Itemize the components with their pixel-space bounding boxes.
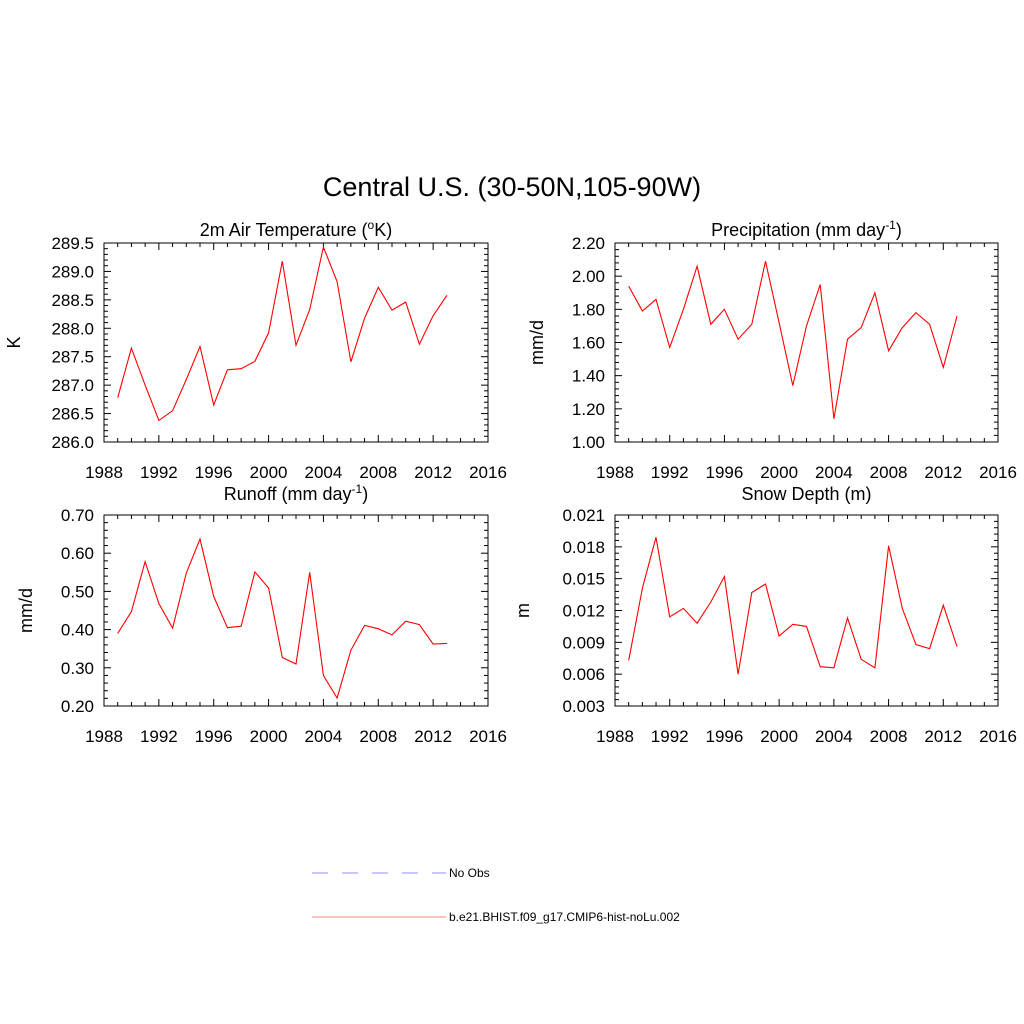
series-line bbox=[117, 245, 448, 422]
y-tick-label: 289.5 bbox=[51, 234, 94, 253]
x-tick-label: 2004 bbox=[815, 463, 853, 482]
y-tick-label: 0.70 bbox=[61, 506, 94, 525]
y-tick-label: 1.40 bbox=[572, 367, 605, 386]
x-tick-label: 1996 bbox=[706, 727, 744, 746]
x-tick-label: 2012 bbox=[414, 463, 452, 482]
x-tick-label: 2012 bbox=[924, 727, 962, 746]
x-tick-label: 2016 bbox=[469, 463, 507, 482]
x-tick-label: 2012 bbox=[924, 463, 962, 482]
x-tick-label: 1988 bbox=[85, 463, 123, 482]
y-tick-label: 2.20 bbox=[572, 234, 605, 253]
chart-panel-3: 1988 1992 1996 2000 2004 2008 2012 2016 0.20 0.30… bbox=[16, 482, 507, 746]
panel-title: 2m Air Temperature (oK) bbox=[200, 218, 392, 240]
y-tick-label: 0.021 bbox=[562, 506, 605, 525]
y-tick-label: 0.30 bbox=[61, 659, 94, 678]
chart-panel-4: 1988 1992 1996 2000 2004 2008 2012 2016 0.003 0.0… bbox=[513, 484, 1017, 746]
series-line bbox=[628, 537, 958, 675]
x-tick-label: 2008 bbox=[359, 727, 397, 746]
y-tick-label: 286.5 bbox=[51, 405, 94, 424]
x-tick-label: 1992 bbox=[651, 727, 689, 746]
x-tick-label: 2012 bbox=[414, 727, 452, 746]
chart-panel-1: 1988 1992 1996 2000 2004 2008 2012 2016 286.0 286… bbox=[4, 218, 507, 482]
x-tick-label: 2000 bbox=[760, 463, 798, 482]
x-tick-label: 2008 bbox=[870, 463, 908, 482]
x-tick-label: 1992 bbox=[140, 727, 178, 746]
legend: No Obs b.e21.BHIST.f09_g17.CMIP6-hist-noL… bbox=[312, 866, 680, 924]
x-tick-label: 2000 bbox=[250, 727, 288, 746]
y-tick-label: 286.0 bbox=[51, 433, 94, 452]
x-tick-label: 2016 bbox=[979, 727, 1017, 746]
x-tick-label: 1988 bbox=[596, 463, 634, 482]
y-tick-label: 1.20 bbox=[572, 400, 605, 419]
figure-title: Central U.S. (30-50N,105-90W) bbox=[323, 172, 701, 202]
x-tick-label: 1988 bbox=[85, 727, 123, 746]
y-tick-label: 1.60 bbox=[572, 334, 605, 353]
panel-title: Snow Depth (m) bbox=[741, 484, 871, 504]
x-tick-label: 1996 bbox=[195, 463, 233, 482]
y-tick-label: 1.80 bbox=[572, 300, 605, 319]
y-axis-label: mm/d bbox=[16, 588, 36, 633]
x-tick-label: 1988 bbox=[596, 727, 634, 746]
x-tick-label: 2016 bbox=[469, 727, 507, 746]
plot-frame bbox=[103, 514, 489, 707]
y-axis-label: K bbox=[4, 336, 24, 348]
legend-label: b.e21.BHIST.f09_g17.CMIP6-hist-noLu.002 bbox=[449, 910, 680, 924]
panel-title: Precipitation (mm day-1) bbox=[711, 218, 902, 240]
chart-panel-2: 1988 1992 1996 2000 2004 2008 2012 2016 1.00 1.20… bbox=[527, 218, 1017, 482]
x-tick-label: 2008 bbox=[359, 463, 397, 482]
y-tick-label: 0.012 bbox=[562, 602, 605, 621]
y-tick-label: 0.009 bbox=[562, 633, 605, 652]
x-tick-label: 2004 bbox=[305, 727, 343, 746]
panels: 1988 1992 1996 2000 2004 2008 2012 2016 286.0 286… bbox=[4, 218, 1017, 746]
y-tick-label: 287.5 bbox=[51, 348, 94, 367]
y-tick-label: 288.0 bbox=[51, 319, 94, 338]
y-tick-label: 0.40 bbox=[61, 621, 94, 640]
y-tick-label: 0.006 bbox=[562, 665, 605, 684]
legend-label: No Obs bbox=[449, 866, 490, 880]
plot-frame bbox=[614, 514, 999, 707]
series-line bbox=[628, 261, 958, 419]
x-tick-label: 1992 bbox=[140, 463, 178, 482]
y-axis-label: m bbox=[513, 603, 533, 618]
y-tick-label: 0.20 bbox=[61, 697, 94, 716]
y-tick-label: 0.60 bbox=[61, 544, 94, 563]
series-line bbox=[117, 537, 447, 700]
panel-title: Runoff (mm day-1) bbox=[224, 482, 368, 504]
x-tick-label: 2000 bbox=[760, 727, 798, 746]
y-axis-label: mm/d bbox=[527, 320, 547, 365]
y-tick-label: 1.00 bbox=[572, 433, 605, 452]
y-tick-label: 288.5 bbox=[51, 291, 94, 310]
y-tick-label: 289.0 bbox=[51, 262, 94, 281]
x-tick-label: 2004 bbox=[815, 727, 853, 746]
y-tick-label: 0.50 bbox=[61, 582, 94, 601]
plot-frame bbox=[614, 242, 999, 443]
y-tick-label: 0.015 bbox=[562, 570, 605, 589]
x-tick-label: 2004 bbox=[305, 463, 343, 482]
x-tick-label: 2016 bbox=[979, 463, 1017, 482]
y-tick-label: 0.018 bbox=[562, 538, 605, 557]
x-tick-label: 1996 bbox=[706, 463, 744, 482]
x-tick-label: 1992 bbox=[651, 463, 689, 482]
x-tick-label: 2000 bbox=[250, 463, 288, 482]
y-tick-label: 287.0 bbox=[51, 376, 94, 395]
x-tick-label: 1996 bbox=[195, 727, 233, 746]
y-tick-label: 0.003 bbox=[562, 697, 605, 716]
x-tick-label: 2008 bbox=[870, 727, 908, 746]
y-tick-label: 2.00 bbox=[572, 267, 605, 286]
